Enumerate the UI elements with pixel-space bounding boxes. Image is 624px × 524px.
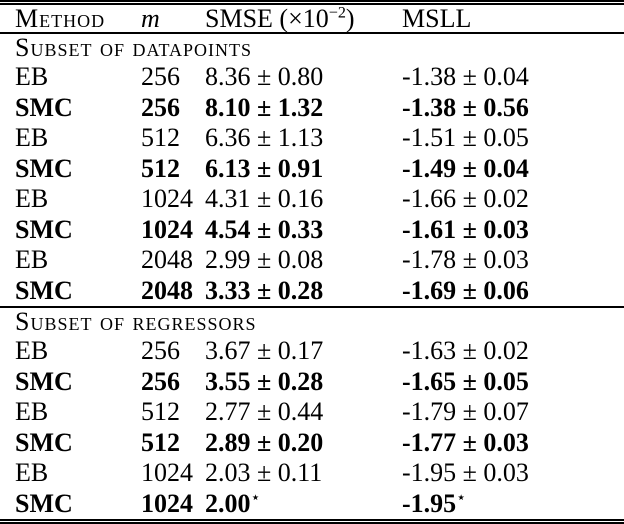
m-cell: 256 bbox=[141, 336, 180, 366]
msll-cell: -1.66 ± 0.02 bbox=[402, 184, 529, 214]
method-cell: EB bbox=[15, 336, 49, 366]
table-row: SMC 512 2.89 ± 0.20 -1.77 ± 0.03 bbox=[0, 428, 624, 459]
smse-exponent: −2 bbox=[328, 3, 346, 21]
smse-cell: 3.33 ± 0.28 bbox=[205, 275, 324, 305]
smse-cell: 2.89 ± 0.20 bbox=[205, 427, 324, 457]
table-row: EB 256 8.36 ± 0.80 -1.38 ± 0.04 bbox=[0, 62, 624, 93]
method-cell: SMC bbox=[15, 92, 73, 122]
m-cell: 512 bbox=[141, 427, 180, 457]
method-cell: EB bbox=[15, 123, 49, 153]
smse-label-close: ) bbox=[345, 3, 355, 33]
msll-value: -1.95 bbox=[402, 488, 457, 518]
table-row: EB 256 3.67 ± 0.17 -1.63 ± 0.02 bbox=[0, 336, 624, 367]
section-header-datapoints: Subset of datapoints bbox=[0, 34, 624, 62]
m-cell: 1024 bbox=[141, 214, 193, 244]
msll-cell: -1.38 ± 0.04 bbox=[402, 62, 529, 92]
m-cell: 2048 bbox=[141, 245, 193, 275]
method-cell: EB bbox=[15, 62, 49, 92]
m-cell: 256 bbox=[141, 366, 180, 396]
msll-cell: -1.95⋆ bbox=[402, 488, 624, 518]
m-cell: 512 bbox=[141, 153, 180, 183]
smse-cell: 2.03 ± 0.11 bbox=[205, 458, 323, 488]
table-row: SMC 1024 4.54 ± 0.33 -1.61 ± 0.03 bbox=[0, 215, 624, 246]
column-header-msll: MSLL bbox=[402, 3, 472, 33]
m-cell: 256 bbox=[141, 92, 180, 122]
table-row: SMC 2048 3.33 ± 0.28 -1.69 ± 0.06 bbox=[0, 276, 624, 307]
smse-cell: 8.36 ± 0.80 bbox=[205, 62, 324, 92]
msll-cell: -1.63 ± 0.02 bbox=[402, 336, 529, 366]
section-title: Subset of datapoints bbox=[15, 33, 253, 62]
column-header-smse: SMSE (×10−2) bbox=[205, 3, 402, 33]
smse-cell: 6.36 ± 1.13 bbox=[205, 123, 324, 153]
smse-cell: 2.77 ± 0.44 bbox=[205, 397, 324, 427]
table-row: EB 512 6.36 ± 1.13 -1.51 ± 0.05 bbox=[0, 123, 624, 154]
smse-value: 2.00 bbox=[205, 488, 251, 518]
table-row: SMC 256 8.10 ± 1.32 -1.38 ± 0.56 bbox=[0, 93, 624, 124]
smse-cell: 2.99 ± 0.08 bbox=[205, 245, 324, 275]
msll-cell: -1.95 ± 0.03 bbox=[402, 458, 529, 488]
table-row: EB 512 2.77 ± 0.44 -1.79 ± 0.07 bbox=[0, 397, 624, 428]
method-cell: SMC bbox=[15, 488, 73, 518]
method-cell: EB bbox=[15, 397, 49, 427]
header-row: Method m SMSE (×10−2) MSLL bbox=[0, 3, 624, 33]
smse-cell: 6.13 ± 0.91 bbox=[205, 153, 324, 183]
method-cell: SMC bbox=[15, 366, 73, 396]
star-superscript: ⋆ bbox=[456, 489, 467, 507]
smse-label: SMSE (×10 bbox=[205, 3, 329, 33]
msll-cell: -1.51 ± 0.05 bbox=[402, 123, 529, 153]
msll-cell: -1.61 ± 0.03 bbox=[402, 214, 529, 244]
smse-cell: 4.31 ± 0.16 bbox=[205, 184, 324, 214]
column-header-method: Method bbox=[15, 3, 106, 33]
smse-cell: 3.55 ± 0.28 bbox=[205, 366, 324, 396]
method-cell: SMC bbox=[15, 427, 73, 457]
smse-cell: 2.00⋆ bbox=[205, 488, 402, 518]
smse-cell: 3.67 ± 0.17 bbox=[205, 336, 324, 366]
method-cell: SMC bbox=[15, 214, 73, 244]
table-row: EB 1024 4.31 ± 0.16 -1.66 ± 0.02 bbox=[0, 184, 624, 215]
msll-cell: -1.79 ± 0.07 bbox=[402, 397, 529, 427]
table-row: EB 2048 2.99 ± 0.08 -1.78 ± 0.03 bbox=[0, 245, 624, 276]
table-row: SMC 256 3.55 ± 0.28 -1.65 ± 0.05 bbox=[0, 367, 624, 398]
m-cell: 1024 bbox=[141, 488, 193, 518]
method-cell: EB bbox=[15, 458, 49, 488]
table-row: SMC 1024 2.00⋆ -1.95⋆ bbox=[0, 489, 624, 520]
m-cell: 1024 bbox=[141, 458, 193, 488]
method-cell: EB bbox=[15, 184, 49, 214]
smse-cell: 4.54 ± 0.33 bbox=[205, 214, 324, 244]
m-cell: 1024 bbox=[141, 184, 193, 214]
column-header-m: m bbox=[141, 3, 160, 33]
m-cell: 2048 bbox=[141, 275, 193, 305]
msll-cell: -1.65 ± 0.05 bbox=[402, 366, 529, 396]
msll-cell: -1.78 ± 0.03 bbox=[402, 245, 529, 275]
table-row: SMC 512 6.13 ± 0.91 -1.49 ± 0.04 bbox=[0, 154, 624, 185]
bottom-double-rule bbox=[0, 519, 624, 524]
m-cell: 256 bbox=[141, 62, 180, 92]
header-rule bbox=[0, 32, 624, 34]
top-double-rule bbox=[0, 0, 624, 5]
method-cell: SMC bbox=[15, 275, 73, 305]
method-cell: SMC bbox=[15, 153, 73, 183]
smse-cell: 8.10 ± 1.32 bbox=[205, 92, 324, 122]
msll-cell: -1.69 ± 0.06 bbox=[402, 275, 529, 305]
section-header-regressors: Subset of regressors bbox=[0, 308, 624, 336]
m-cell: 512 bbox=[141, 123, 180, 153]
method-cell: EB bbox=[15, 245, 49, 275]
table-row: EB 1024 2.03 ± 0.11 -1.95 ± 0.03 bbox=[0, 458, 624, 489]
m-cell: 512 bbox=[141, 397, 180, 427]
msll-cell: -1.38 ± 0.56 bbox=[402, 92, 529, 122]
msll-cell: -1.49 ± 0.04 bbox=[402, 153, 529, 183]
section-title: Subset of regressors bbox=[15, 307, 257, 336]
star-superscript: ⋆ bbox=[250, 489, 261, 507]
msll-cell: -1.77 ± 0.03 bbox=[402, 427, 529, 457]
section-divider-rule bbox=[0, 306, 624, 308]
